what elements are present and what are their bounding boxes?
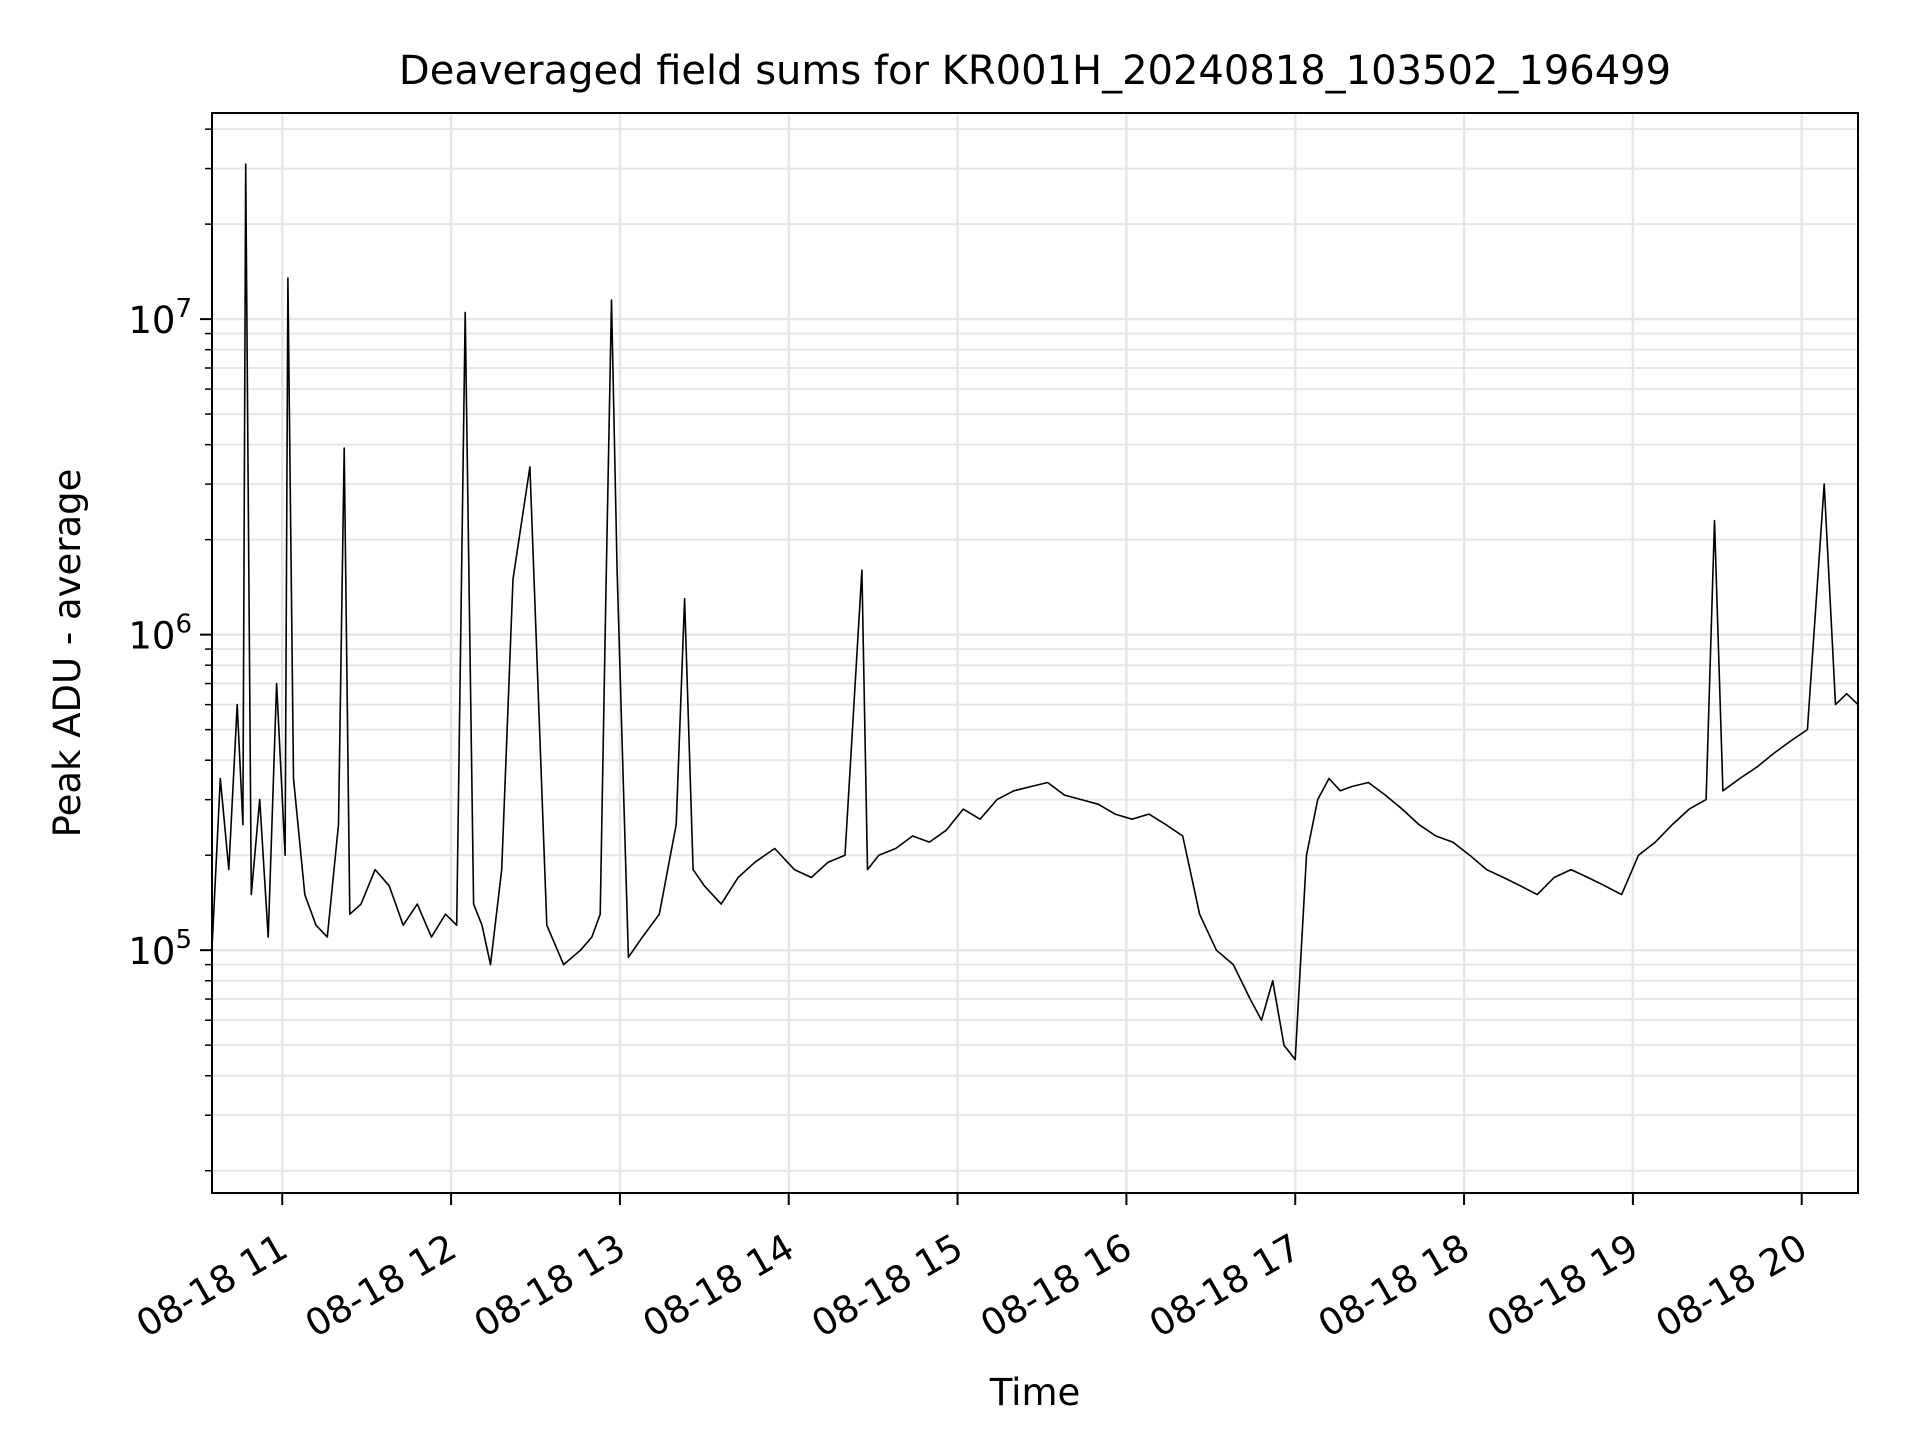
x-tick-label: 08-18 18: [1311, 1226, 1477, 1346]
x-tick-label: 08-18 17: [1142, 1226, 1308, 1346]
series-line: [212, 163, 1858, 1061]
x-tick-label: 08-18 11: [129, 1226, 295, 1346]
series-layer: [212, 163, 1858, 1061]
y-tick-base: 10: [128, 615, 175, 658]
y-tick-base: 10: [128, 299, 175, 342]
chart-title: Deaveraged field sums for KR001H_2024081…: [399, 48, 1671, 94]
y-tick-label: 106: [128, 610, 192, 658]
y-axis-label: Peak ADU - average: [46, 469, 89, 838]
grid-lines: [212, 113, 1858, 1193]
x-tick-label: 08-18 14: [636, 1226, 802, 1346]
x-tick-label: 08-18 20: [1649, 1226, 1815, 1346]
x-tick-label: 08-18 15: [805, 1226, 971, 1346]
y-tick-exponent: 5: [175, 925, 192, 955]
x-tick-label: 08-18 13: [467, 1226, 633, 1346]
y-tick-exponent: 7: [175, 294, 192, 324]
x-tick-label: 08-18 19: [1480, 1226, 1646, 1346]
plot-frame: [211, 112, 1859, 1194]
y-tick-base: 10: [128, 930, 175, 973]
x-tick-label: 08-18 16: [973, 1226, 1139, 1346]
x-tick-label: 08-18 12: [298, 1226, 464, 1346]
x-axis-label: Time: [989, 1371, 1081, 1414]
y-tick-exponent: 6: [175, 610, 192, 640]
y-tick-label: 107: [128, 294, 192, 342]
y-tick-label: 105: [128, 925, 192, 973]
